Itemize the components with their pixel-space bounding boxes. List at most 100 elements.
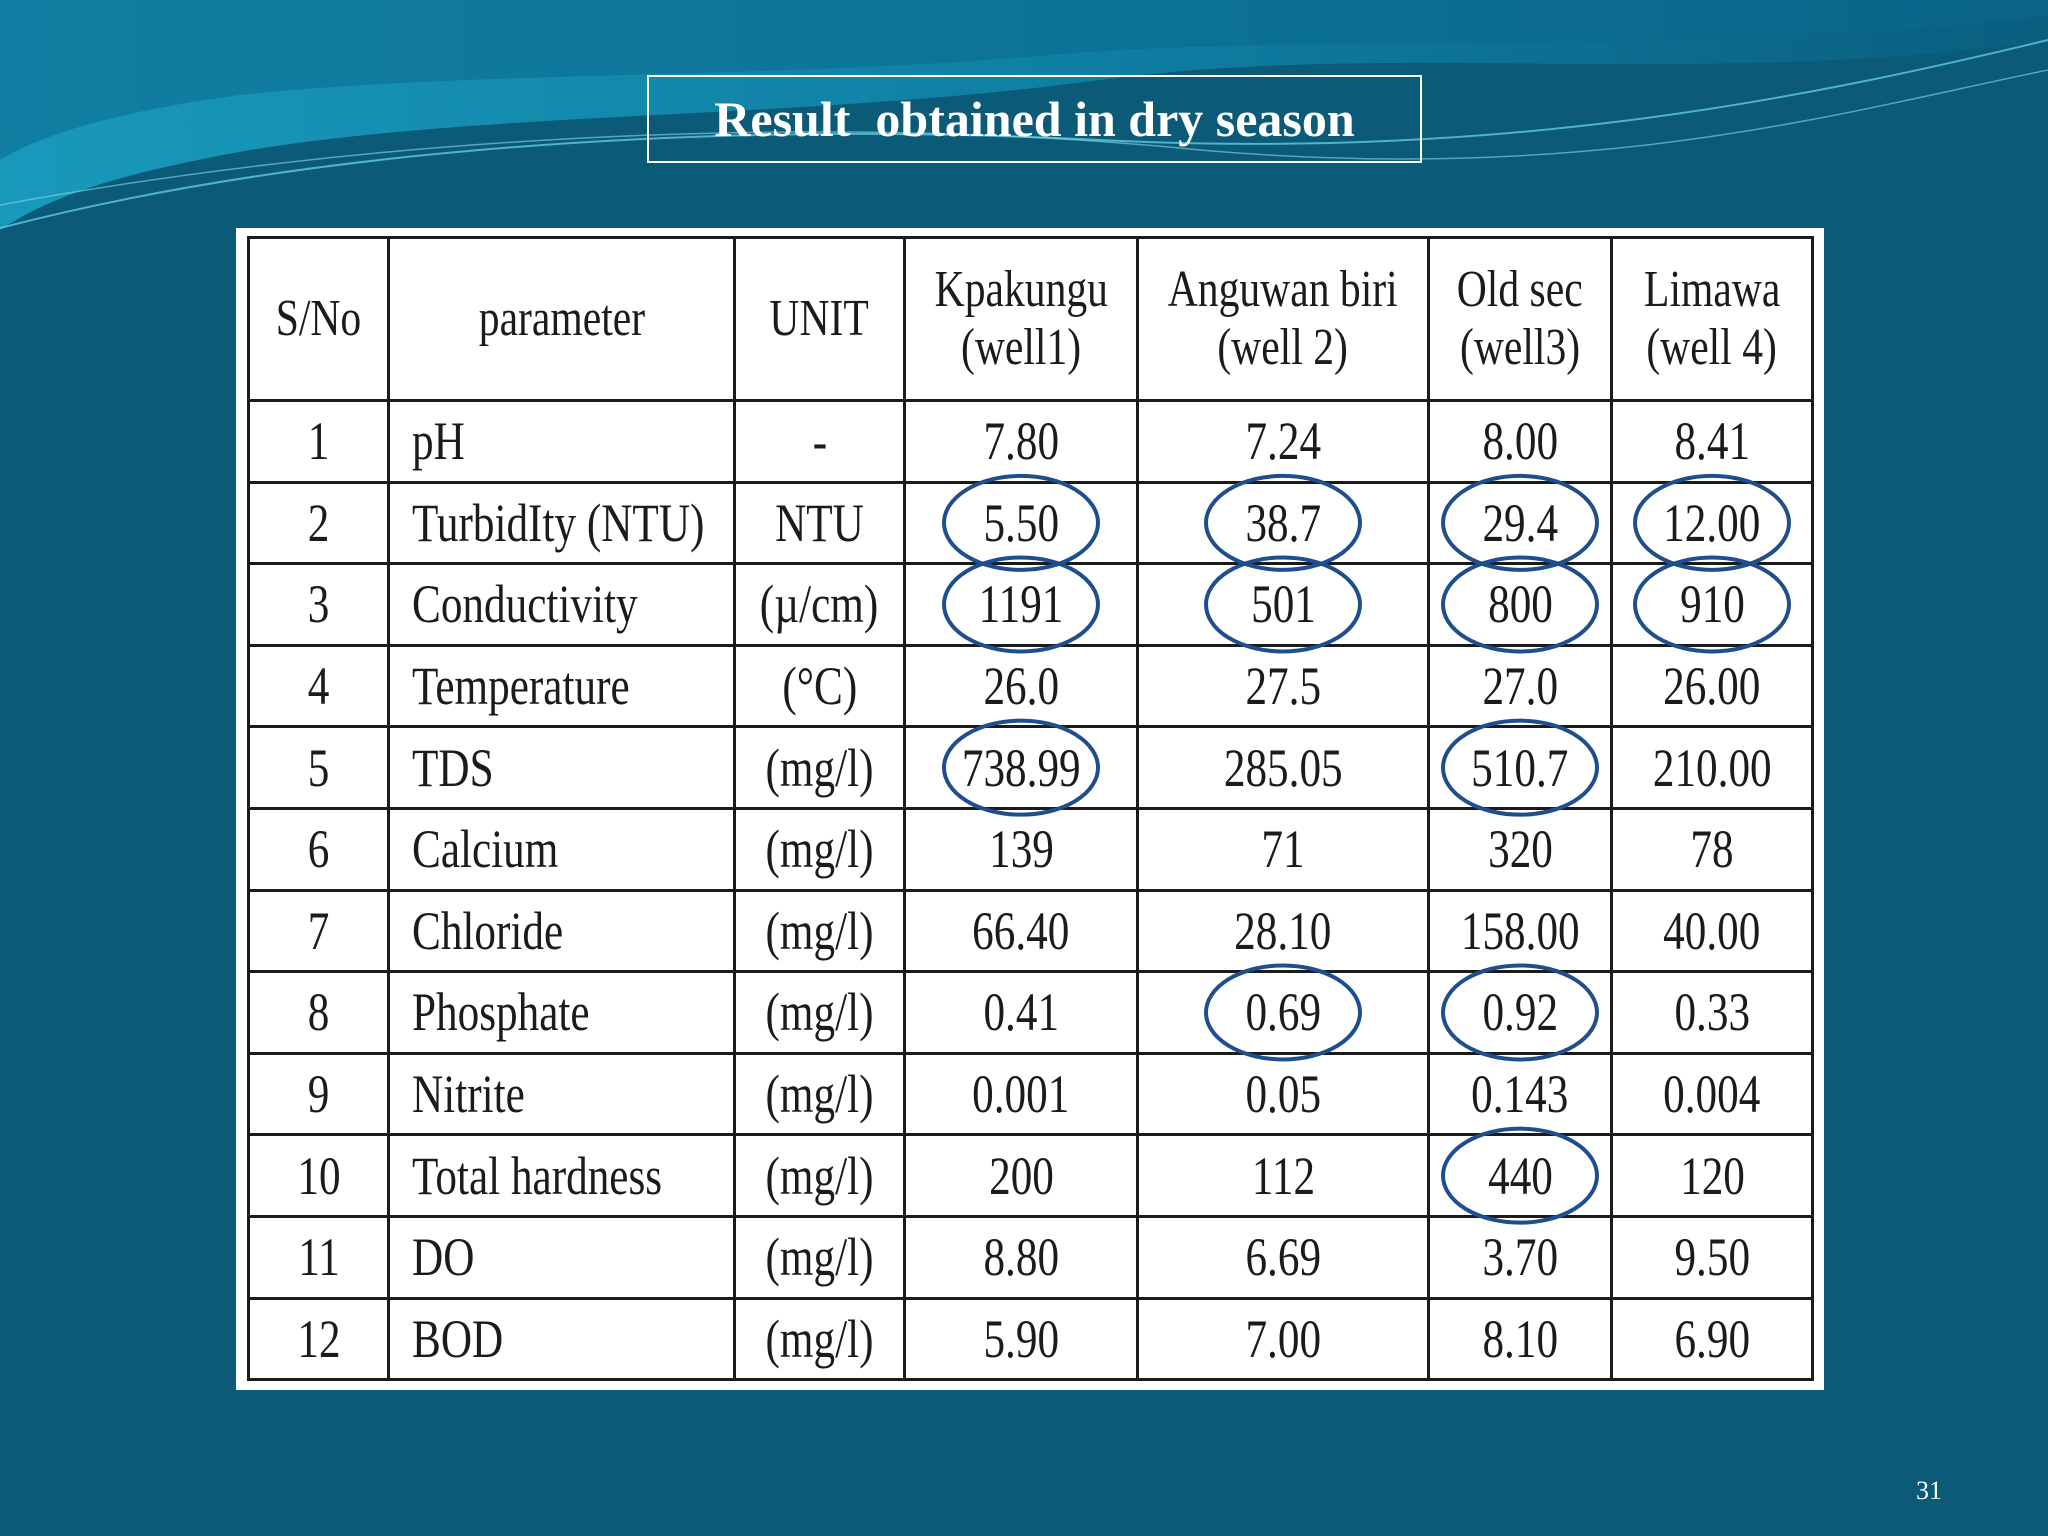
sno-cell-text: 11 — [297, 1227, 340, 1288]
header-text: Kpakungu — [934, 261, 1108, 318]
table-header-row: S/No parameter UNIT Kpakungu (well1) Anguwan … — [247, 236, 1814, 402]
value-cell: 285.05 — [1136, 725, 1430, 810]
table-row: 1 pH - 7.80 7.24 8.00 8.41 — [247, 399, 1814, 484]
unit-cell-text: (mg/l) — [765, 1227, 874, 1288]
value-cell-text: 8.80 — [983, 1227, 1059, 1288]
value-cell-text: 12.00 — [1663, 492, 1761, 553]
value-cell: 27.5 — [1136, 643, 1430, 729]
unit-cell: (mg/l) — [733, 725, 906, 810]
sno-cell: 1 — [247, 399, 390, 484]
value-cell-text: 0.92 — [1482, 982, 1558, 1043]
value-cell-text: 5.50 — [983, 492, 1059, 553]
value-cell: 0.143 — [1427, 1051, 1613, 1137]
sno-cell: 7 — [247, 888, 390, 974]
parameter-cell: BOD — [387, 1296, 736, 1382]
table-row: 5 TDS (mg/l) 738.99 285.05 510.7 210.00 — [247, 725, 1814, 810]
value-cell: 12.00 — [1610, 480, 1814, 566]
header-text: (well 4) — [1646, 319, 1778, 376]
value-cell: 40.00 — [1610, 888, 1814, 974]
parameter-cell: Nitrite — [387, 1051, 736, 1137]
sno-cell-text: 10 — [296, 1145, 341, 1206]
sno-cell: 10 — [247, 1133, 390, 1218]
unit-cell-text: (mg/l) — [765, 737, 874, 798]
slide-title-box: Result obtained in dry season — [647, 75, 1422, 163]
sno-cell-text: 1 — [307, 411, 330, 472]
sno-cell-text: 4 — [307, 656, 330, 717]
value-cell-text: 112 — [1251, 1145, 1315, 1206]
value-cell: 71 — [1136, 806, 1430, 892]
wave-line-2 — [0, 69, 2048, 206]
sno-cell: 5 — [247, 725, 390, 810]
value-cell: 158.00 — [1427, 888, 1613, 974]
unit-cell: (°C) — [733, 643, 906, 729]
value-cell: 112 — [1136, 1133, 1430, 1218]
value-cell-text: 27.5 — [1245, 656, 1321, 717]
table-row: 6 Calcium (mg/l) 139 71 320 78 — [247, 806, 1814, 892]
parameter-cell: Temperature — [387, 643, 736, 729]
value-cell: 3.70 — [1427, 1214, 1613, 1300]
parameter-cell-text: Chloride — [412, 900, 564, 961]
parameter-cell-text: pH — [412, 411, 465, 472]
value-cell-text: 28.10 — [1234, 900, 1332, 961]
unit-cell-text: - — [812, 411, 827, 472]
value-cell: 0.001 — [903, 1051, 1139, 1137]
value-cell-text: 38.7 — [1245, 492, 1321, 553]
value-cell-text: 0.001 — [972, 1064, 1070, 1125]
value-cell-text: 71 — [1261, 819, 1305, 880]
value-cell: 0.33 — [1610, 970, 1814, 1055]
value-cell: 7.80 — [903, 399, 1139, 484]
sno-cell-text: 12 — [296, 1308, 341, 1369]
wave-line-1 — [0, 39, 2048, 229]
value-cell: 6.69 — [1136, 1214, 1430, 1300]
value-cell: 800 — [1427, 562, 1613, 647]
value-cell-text: 6.90 — [1674, 1308, 1750, 1369]
value-cell-text: 285.05 — [1223, 737, 1343, 798]
value-cell: 26.0 — [903, 643, 1139, 729]
value-cell: 0.05 — [1136, 1051, 1430, 1137]
value-cell-text: 510.7 — [1471, 737, 1569, 798]
value-cell: 9.50 — [1610, 1214, 1814, 1300]
value-cell: 28.10 — [1136, 888, 1430, 974]
parameter-cell: Phosphate — [387, 970, 736, 1055]
sno-cell: 6 — [247, 806, 390, 892]
parameter-cell-text: Total hardness — [412, 1145, 663, 1206]
unit-cell: (mg/l) — [733, 1051, 906, 1137]
table-row: 10 Total hardness (mg/l) 200 112 440 120 — [247, 1133, 1814, 1218]
header-text: parameter — [478, 290, 645, 347]
unit-cell-text: (mg/l) — [765, 1064, 874, 1125]
header-cell: Limawa (well 4) — [1610, 236, 1814, 402]
value-cell-text: 910 — [1679, 574, 1745, 635]
value-cell: 0.92 — [1427, 970, 1613, 1055]
value-cell: 8.41 — [1610, 399, 1814, 484]
value-cell-text: 0.143 — [1471, 1064, 1569, 1125]
value-cell: 738.99 — [903, 725, 1139, 810]
unit-cell-text: (mg/l) — [765, 1145, 874, 1206]
table-body: 1 pH - 7.80 7.24 8.00 8.41 2 TurbidIty (NTU) NTU 5… — [247, 399, 1814, 1382]
sno-cell: 4 — [247, 643, 390, 729]
value-cell-text: 738.99 — [961, 737, 1081, 798]
table-row: 8 Phosphate (mg/l) 0.41 0.69 0.92 0.33 — [247, 970, 1814, 1055]
value-cell-text: 26.0 — [983, 656, 1059, 717]
value-cell-text: 27.0 — [1482, 656, 1558, 717]
value-cell-text: 210.00 — [1652, 737, 1772, 798]
parameter-cell: Chloride — [387, 888, 736, 974]
sno-cell: 3 — [247, 562, 390, 647]
results-table-panel: S/No parameter UNIT Kpakungu (well1) Anguwan … — [236, 228, 1824, 1390]
header-text: (well 2) — [1217, 319, 1349, 376]
sno-cell-text: 9 — [307, 1064, 330, 1125]
parameter-cell-text: Temperature — [412, 656, 630, 717]
value-cell: 0.69 — [1136, 970, 1430, 1055]
header-cell: Kpakungu (well1) — [903, 236, 1139, 402]
parameter-cell-text: Calcium — [412, 819, 559, 880]
slide-number: 31 — [1916, 1476, 1942, 1505]
unit-cell: (mg/l) — [733, 806, 906, 892]
value-cell-text: 0.41 — [983, 982, 1059, 1043]
value-cell: 5.50 — [903, 480, 1139, 566]
sno-cell: 2 — [247, 480, 390, 566]
value-cell-text: 9.50 — [1674, 1227, 1750, 1288]
parameter-cell-text: Conductivity — [412, 574, 638, 635]
value-cell-text: 0.69 — [1245, 982, 1321, 1043]
value-cell: 320 — [1427, 806, 1613, 892]
value-cell-text: 440 — [1487, 1145, 1553, 1206]
